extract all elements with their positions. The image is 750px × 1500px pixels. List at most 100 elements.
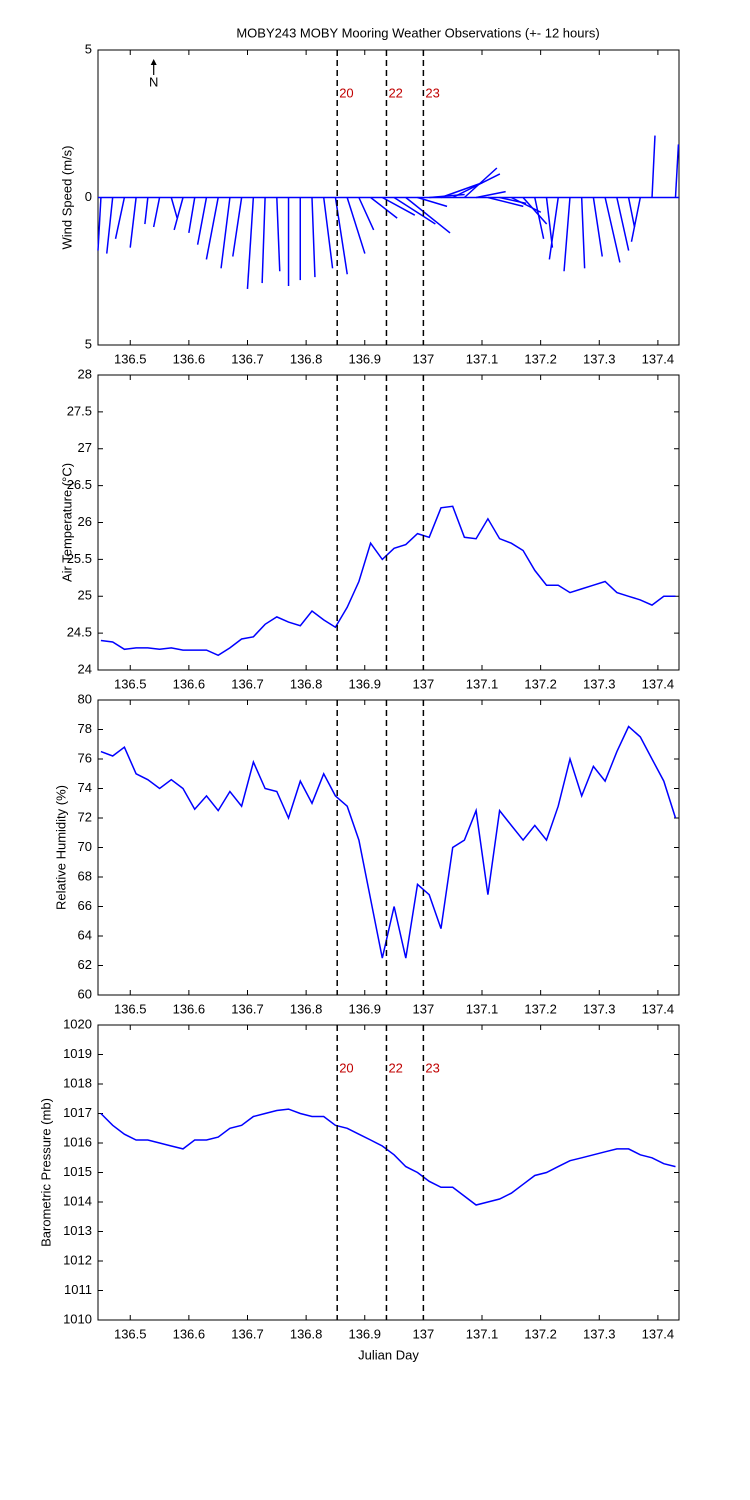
x-tick-label: 137.1 [466,1001,499,1016]
wind-stick [106,197,114,254]
x-tick-label: 136.5 [114,1326,147,1341]
wind-stick [563,197,571,272]
wind-stick [370,196,398,219]
wind-stick [358,197,375,231]
y-tick-label: 1015 [63,1164,92,1179]
y-tick-label: 74 [78,780,92,795]
plot-area [97,374,680,671]
wind-stick [173,197,184,231]
x-tick-label: 137.1 [466,351,499,366]
wind-stick [261,197,266,284]
north-label: N [149,74,158,89]
event-label: 22 [388,1060,402,1075]
x-tick-label: 137 [413,1326,435,1341]
wind-stick [97,197,102,251]
x-tick-label: 137.3 [583,1326,616,1341]
wind-stick [674,144,680,198]
event-label: 23 [425,85,439,100]
x-tick-label: 136.6 [173,676,206,691]
wind-stick [548,197,559,260]
wind-stick [205,197,219,260]
y-tick-label: 70 [78,839,92,854]
y-tick-label: 24 [78,661,92,676]
x-tick-label: 136.9 [348,1001,381,1016]
x-tick-label: 137.2 [524,1326,557,1341]
y-axis-label: Air Temperature (°C) [59,463,74,582]
y-tick-label: 1014 [63,1193,92,1208]
x-tick-label: 136.6 [173,1326,206,1341]
y-tick-label: 0 [85,189,92,204]
y-tick-label: 24.5 [67,625,92,640]
wind-stick [220,197,231,269]
x-tick-label: 136.7 [231,351,264,366]
wind-stick [616,197,630,251]
x-tick-label: 137.3 [583,676,616,691]
x-tick-label: 137.4 [642,351,675,366]
y-axis-label: Wind Speed (m/s) [59,145,74,249]
y-tick-label: 1013 [63,1223,92,1238]
x-tick-label: 136.5 [114,351,147,366]
wind-stick [152,197,161,228]
event-label: 20 [339,1060,353,1075]
y-tick-label: 1019 [63,1046,92,1061]
x-tick-label: 136.9 [348,676,381,691]
x-tick-label: 136.9 [348,1326,381,1341]
wind-stick [440,182,483,199]
wind-stick [188,197,196,234]
wind-stick [322,197,334,269]
event-label: 20 [339,85,353,100]
wind-stick [627,197,636,228]
wind-stick [129,197,137,248]
y-tick-label: 27 [78,440,92,455]
event-label: 22 [388,85,402,100]
y-tick-label: 5 [85,336,92,351]
y-tick-label: 1010 [63,1311,92,1326]
wind-stick [487,196,524,208]
wind-stick [196,197,208,245]
y-tick-label: 78 [78,721,92,736]
x-tick-label: 136.8 [290,676,323,691]
y-tick-label: 28 [78,366,92,381]
x-tick-label: 136.7 [231,1001,264,1016]
x-tick-label: 137.2 [524,351,557,366]
y-tick-label: 25.5 [67,551,92,566]
x-tick-label: 137.4 [642,1001,675,1016]
y-tick-label: 1012 [63,1252,92,1267]
y-tick-label: 66 [78,898,92,913]
chart-title: MOBY243 MOBY Mooring Weather Observation… [236,25,599,40]
y-axis-label: Relative Humidity (%) [53,785,68,910]
data-line [100,1108,676,1206]
y-tick-label: 64 [78,927,92,942]
x-tick-label: 137.2 [524,1001,557,1016]
wind-stick [630,197,642,242]
wind-stick [476,190,506,199]
y-tick-label: 1011 [64,1282,92,1297]
x-tick-label: 137.2 [524,676,557,691]
x-tick-label: 137.1 [466,1326,499,1341]
plot-area [97,1024,680,1321]
x-tick-label: 137 [413,351,435,366]
y-tick-label: 1020 [63,1016,92,1031]
wind-stick [170,197,178,219]
wind-stick [534,197,545,239]
wind-stick [651,135,656,198]
y-tick-label: 5 [85,41,92,56]
y-tick-label: 80 [78,691,92,706]
y-tick-label: 1018 [63,1075,92,1090]
wind-stick [144,197,149,225]
wind-stick [604,197,621,263]
y-tick-label: 76 [78,750,92,765]
wind-stick [311,197,316,278]
x-tick-label: 137 [413,676,435,691]
y-tick-label: 72 [78,809,92,824]
x-tick-label: 136.6 [173,1001,206,1016]
y-tick-label: 1017 [63,1105,92,1120]
wind-stick [580,197,586,269]
x-tick-label: 136.8 [290,1001,323,1016]
y-axis-label: Barometric Pressure (mb) [38,1098,53,1247]
wind-stick [592,197,603,257]
y-tick-label: 26.5 [67,477,92,492]
wind-stick [522,197,548,225]
x-tick-label: 137.3 [583,1001,616,1016]
